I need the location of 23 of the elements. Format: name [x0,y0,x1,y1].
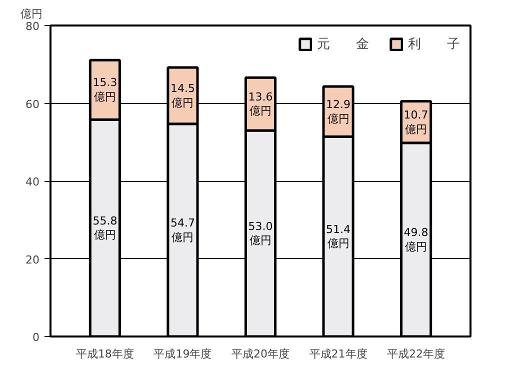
x-tick-label: 平成21年度 [309,348,368,360]
data-label: 54.7 億円 [170,216,195,244]
y-tick-label: 0 [32,331,40,344]
y-tick-label: 60 [26,98,40,111]
x-tick-label: 平成19年度 [154,348,212,360]
y-axis-title: 億円 [20,8,42,20]
x-tick-label: 平成20年度 [232,348,290,360]
data-label: 14.5 億円 [170,82,195,110]
y-tick-label: 80 [26,20,40,33]
data-label: 10.7 億円 [404,108,428,136]
data-label: 53.0 億円 [248,220,273,248]
y-tick-label: 40 [26,176,40,188]
data-label: 13.6 億円 [248,90,273,118]
data-label: 49.8 億円 [404,226,428,254]
x-tick-label: 平成18年度 [76,348,134,360]
legend-label: 利 子 [408,36,460,53]
data-label: 15.3 億円 [92,76,118,104]
y-tick-label: 20 [26,253,40,266]
data-label: 55.8 億円 [92,214,118,242]
legend-label: 元 金 [317,36,369,53]
data-label: 51.4 億円 [326,222,351,250]
data-label: 12.9 億円 [326,98,351,126]
x-tick-label: 平成22年度 [387,348,446,360]
